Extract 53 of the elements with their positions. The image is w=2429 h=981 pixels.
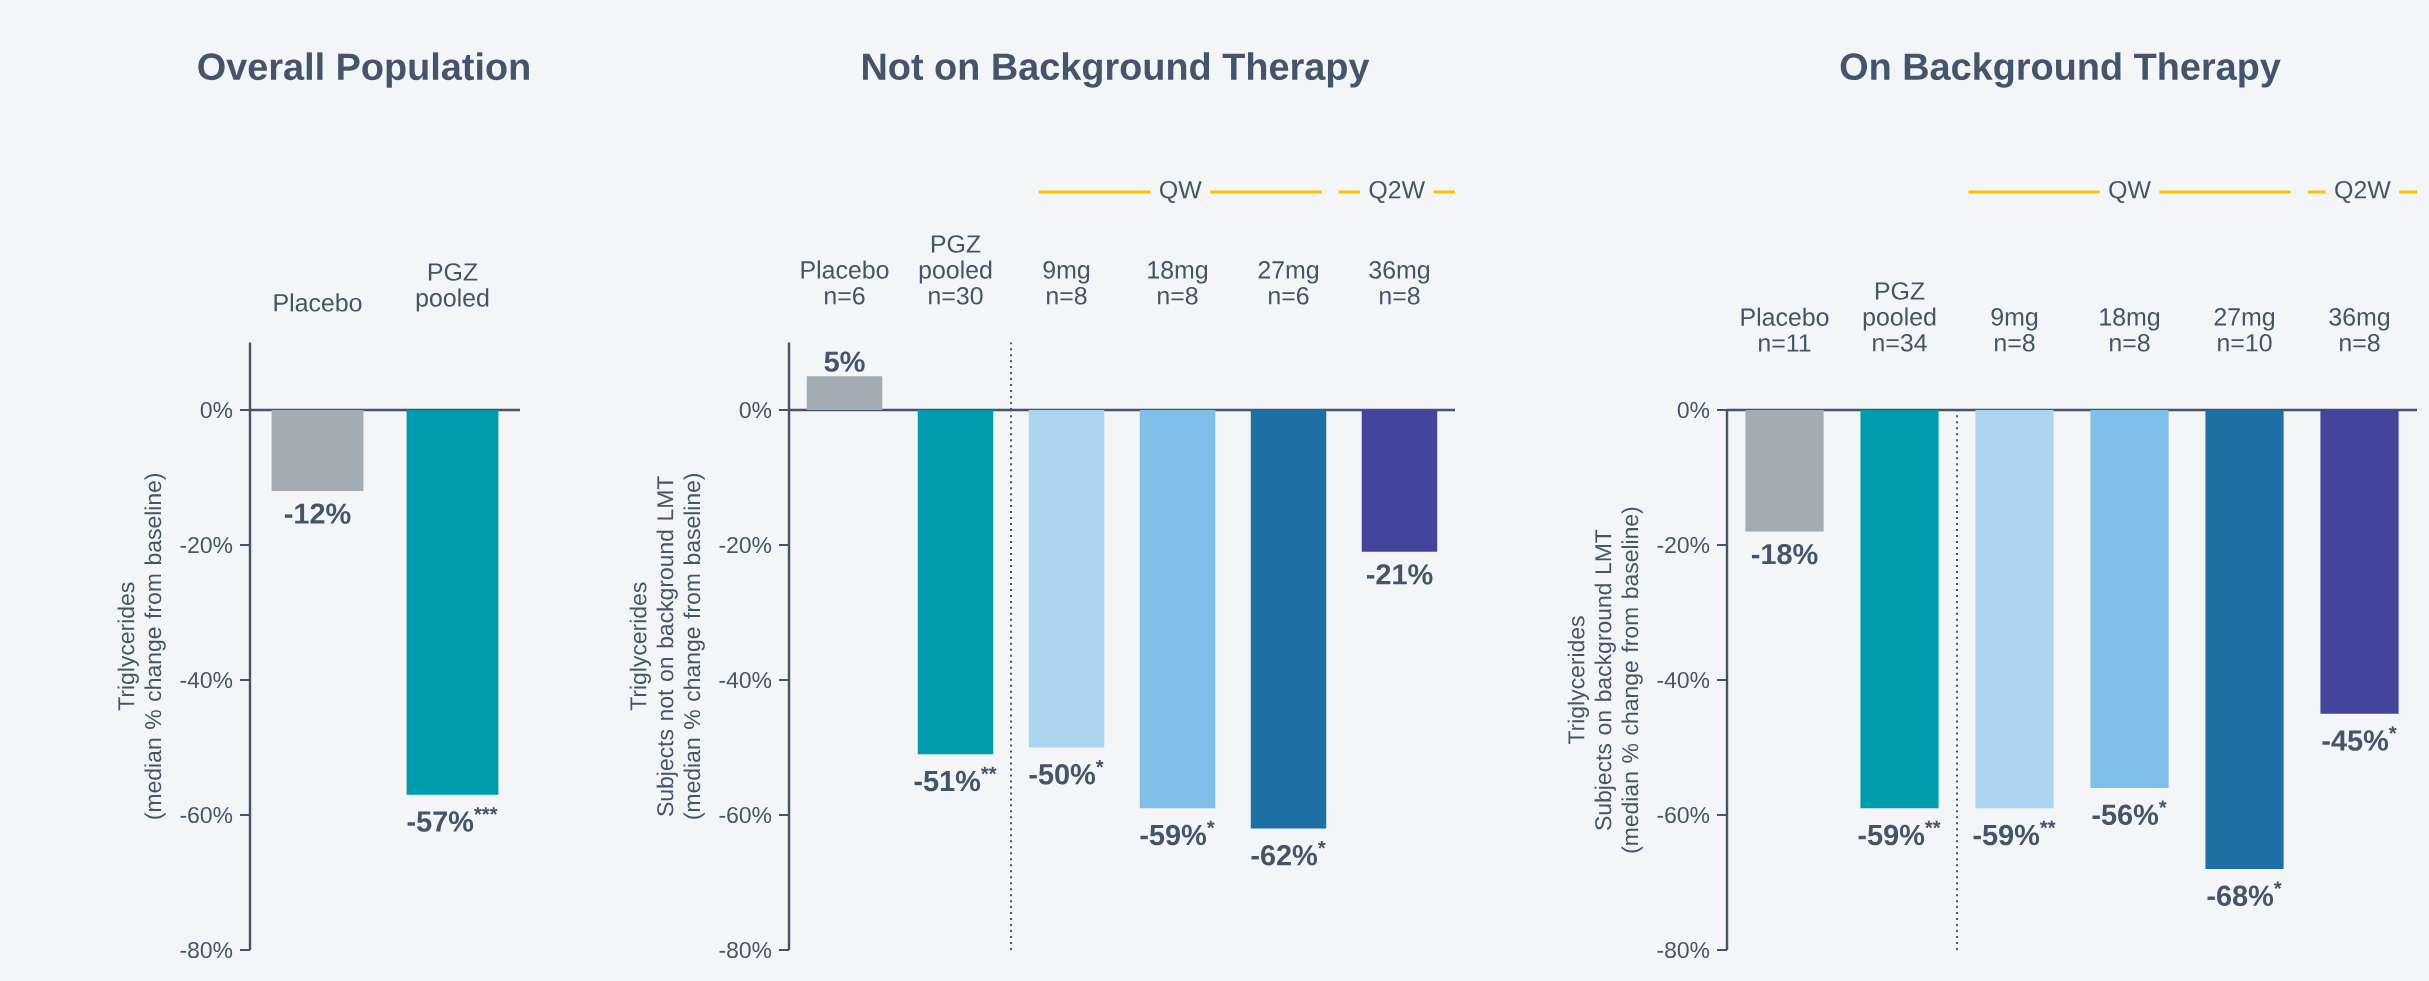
y-tick-label: -40%: [719, 671, 772, 689]
data-label: -68%$^{*}$: [2207, 881, 2282, 907]
data-label: -21%: [1366, 564, 1433, 585]
x-tick-label: Placebo n=11: [1741, 307, 1829, 352]
x-tick-label: 27mg n=6: [1258, 261, 1319, 305]
text: Q2W: [2335, 180, 2391, 204]
y-tick-label: -60%: [719, 806, 772, 824]
data-label: -56%$^{*}$: [2092, 800, 2167, 826]
y-axis-title: Triglycerides Subjects on background LMT (median % change from baseline): [1567, 507, 1643, 853]
x-tick-label: 27mg n=10: [2214, 308, 2275, 352]
data-label: 5%: [824, 351, 865, 372]
chart-title: On Background Therapy: [1840, 52, 2281, 88]
data-label: -59%$^{**}$: [1973, 820, 2056, 846]
data-label: -62%$^{*}$: [1251, 840, 1326, 866]
text: Q2W: [1369, 180, 1426, 204]
y-tick-label: -80%: [719, 941, 772, 959]
x-tick-label: PGZ pooled n=34: [1863, 282, 1936, 352]
y-tick-label: -80%: [1657, 941, 1710, 959]
text: QW: [2109, 180, 2151, 204]
y-axis-title: Triglycerides Subjects not on background LMT (median % change from baseline): [629, 473, 705, 819]
y-tick-label: -20%: [1657, 536, 1710, 554]
y-tick-label: -60%: [180, 806, 233, 824]
x-tick-label: Placebo: [274, 293, 362, 312]
x-tick-label: 18mg n=8: [1148, 261, 1208, 305]
data-label: -45%$^{*}$: [2322, 726, 2397, 751]
y-tick-label: -20%: [180, 536, 233, 554]
y-tick-label: -20%: [719, 536, 772, 554]
y-tick-label: -40%: [1657, 671, 1710, 689]
y-tick-label: 0%: [200, 401, 233, 419]
x-tick-label: 18mg n=8: [2100, 308, 2160, 352]
x-tick-label: PGZ pooled n=30: [919, 235, 992, 305]
y-tick-label: 0%: [1677, 401, 1710, 419]
data-label: -59%$^{**}$: [1858, 820, 1941, 846]
x-tick-label: 9mg n=8: [1043, 261, 1090, 305]
y-tick-label: -80%: [180, 941, 233, 959]
y-tick-label: -60%: [1657, 806, 1710, 824]
x-tick-label: Placebo n=6: [801, 260, 889, 305]
text: QW: [1160, 180, 1202, 204]
y-tick-label: 0%: [739, 401, 772, 419]
data-label: -57%$^{***}$: [407, 807, 498, 832]
y-axis-title: Triglycerides (median % change from baseline): [117, 473, 166, 819]
x-tick-label: 9mg n=8: [1991, 308, 2038, 352]
y-tick-label: -40%: [180, 671, 233, 689]
data-label: -51%$^{**}$: [914, 766, 997, 792]
data-label: -50%$^{*}$: [1029, 759, 1104, 785]
x-tick-label: 36mg n=8: [1369, 261, 1430, 305]
data-label: -59%$^{*}$: [1140, 820, 1215, 846]
x-tick-label: PGZ pooled: [416, 263, 489, 312]
data-label: -12%: [284, 503, 351, 524]
chart-title: Overall Population: [198, 52, 529, 88]
chart-title: Not on Background Therapy: [863, 52, 1370, 88]
data-label: -18%: [1751, 543, 1818, 565]
x-tick-label: 36mg n=8: [2329, 308, 2390, 352]
